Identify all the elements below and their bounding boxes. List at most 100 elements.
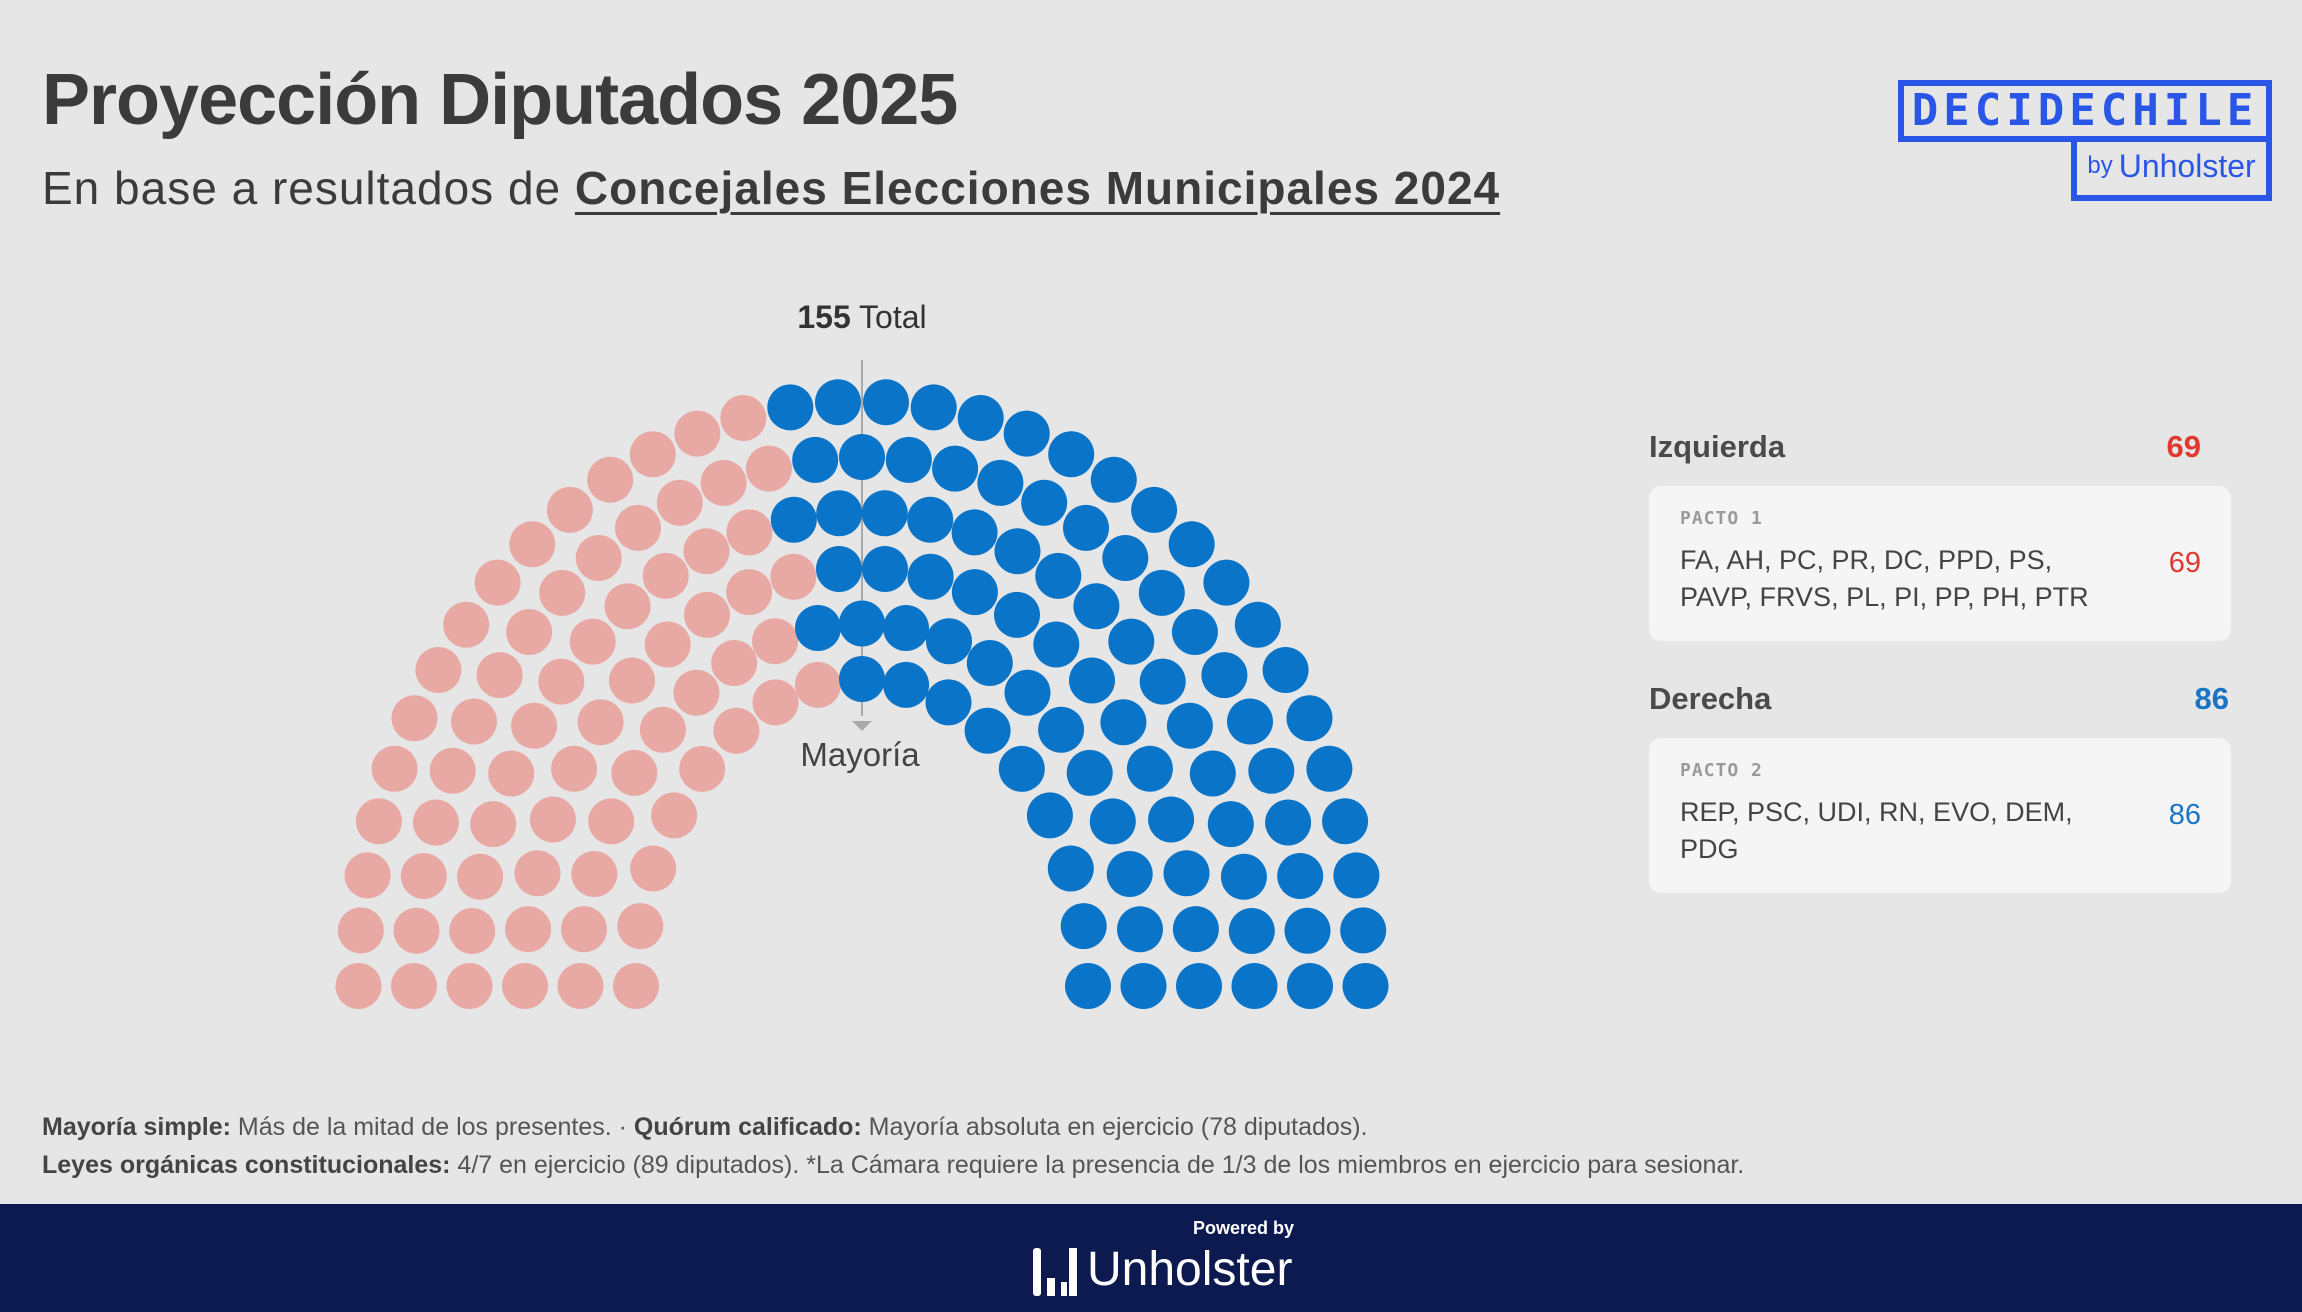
pacto-value: 86 (2168, 799, 2201, 831)
seat-derecha (1066, 749, 1113, 796)
group-total: 86 (2194, 681, 2229, 716)
source-link[interactable]: Concejales Elecciones Municipales 2024 (574, 162, 1501, 214)
seat-izquierda (577, 699, 624, 746)
seat-derecha (1100, 699, 1147, 746)
seat-derecha (1277, 853, 1324, 899)
seat-derecha (1171, 609, 1218, 655)
seat-derecha (964, 707, 1011, 754)
seat-derecha (883, 661, 930, 708)
seat-derecha (1168, 521, 1215, 568)
seat-derecha (1073, 583, 1120, 630)
footnote-line-1: Mayoría simple: Más de la mitad de los p… (42, 1108, 1744, 1146)
seat-derecha (1220, 853, 1267, 900)
seat-derecha (1139, 658, 1186, 705)
seat-izquierda (561, 906, 607, 953)
seat-izquierda (673, 669, 720, 716)
total-text: Total (859, 299, 927, 335)
seat-izquierda (551, 745, 598, 792)
seat-derecha (1262, 647, 1309, 693)
seat-izquierda (474, 559, 521, 606)
seat-izquierda (684, 591, 730, 638)
seat-derecha (966, 640, 1013, 686)
footnotes: Mayoría simple: Más de la mitad de los p… (42, 1108, 1744, 1184)
seat-derecha (815, 379, 861, 426)
seat-izquierda (415, 647, 462, 693)
decidechile-logo[interactable]: DECIDECHILE (1898, 80, 2272, 142)
seat-izquierda (488, 750, 535, 797)
footer-company[interactable]: Unholster (1087, 1243, 1293, 1296)
seat-derecha (863, 379, 909, 426)
seat-derecha (770, 496, 817, 543)
seat-izquierda (344, 852, 391, 899)
seat-izquierda (609, 657, 655, 704)
seat-izquierda (726, 509, 773, 556)
seat-derecha (1287, 963, 1333, 1009)
seat-derecha (1106, 851, 1153, 897)
seat-derecha (816, 546, 862, 592)
seat-derecha (1176, 963, 1222, 1009)
seat-izquierda (446, 963, 493, 1009)
seat-derecha (1234, 601, 1281, 648)
seat-derecha (1004, 669, 1051, 716)
seat-izquierda (400, 853, 447, 899)
subtitle-prefix: En base a resultados de (42, 162, 562, 214)
logo-by: by (2087, 151, 2113, 179)
seat-izquierda (770, 553, 817, 600)
seat-derecha (816, 490, 863, 537)
seat-derecha (839, 600, 885, 647)
seat-derecha (1265, 799, 1312, 846)
seat-izquierda (451, 698, 497, 745)
seat-derecha (1207, 801, 1254, 848)
seat-izquierda (391, 963, 437, 1009)
seat-derecha (885, 436, 932, 483)
seat-derecha (1120, 963, 1167, 1009)
seat-izquierda (700, 459, 747, 506)
seat-izquierda (393, 907, 440, 954)
note-term: Mayoría simple: (42, 1113, 231, 1141)
seat-izquierda (639, 706, 686, 753)
majority-arrow-icon (852, 721, 872, 731)
seat-derecha (1033, 621, 1080, 668)
seat-izquierda (613, 963, 659, 1009)
seat-derecha (994, 528, 1041, 575)
seat-izquierda (335, 963, 382, 1009)
seat-derecha (839, 434, 885, 480)
seat-derecha (861, 490, 908, 537)
pacto-card: PACTO 1 FA, AH, PC, PR, DC, PPD, PS, PAV… (1649, 486, 2231, 641)
group-name: Derecha (1649, 681, 1772, 716)
seat-derecha (1102, 535, 1149, 581)
seat-derecha (1306, 745, 1353, 792)
page-subtitle: En base a resultados de Concejales Elecc… (42, 160, 1500, 216)
seat-derecha (1333, 852, 1380, 899)
seat-derecha (925, 679, 972, 726)
seat-izquierda (355, 798, 402, 845)
seat-izquierda (615, 504, 661, 551)
seat-derecha (1126, 745, 1173, 792)
note-text: Más de la mitad de los presentes. · (230, 1113, 634, 1141)
seat-derecha (1228, 908, 1275, 954)
seat-derecha (1131, 486, 1178, 533)
pacto-card: PACTO 2 REP, PSC, UDI, RN, EVO, DEM, PDG… (1649, 738, 2231, 893)
seat-derecha (1189, 750, 1236, 797)
seat-derecha (1248, 747, 1295, 794)
seat-izquierda (557, 963, 604, 1009)
footer-bar: Powered by Unholster (0, 1204, 2302, 1312)
seat-derecha (998, 745, 1045, 792)
seat-derecha (1172, 906, 1219, 953)
pacto-value: 69 (2168, 547, 2201, 579)
seat-derecha (1148, 796, 1195, 843)
seat-derecha (767, 384, 814, 431)
seat-derecha (1166, 702, 1213, 749)
seat-izquierda (794, 661, 841, 708)
seat-izquierda (337, 907, 384, 954)
unholster-bars-icon (1033, 1248, 1077, 1296)
seat-izquierda (674, 410, 721, 457)
seat-derecha (951, 569, 998, 616)
seat-derecha (1227, 698, 1273, 745)
total-value: 155 (797, 299, 850, 335)
seat-izquierda (457, 853, 504, 900)
note-text: Mayoría absoluta en ejercicio (78 diputa… (861, 1113, 1368, 1141)
seat-izquierda (651, 792, 698, 839)
seat-derecha (1060, 903, 1107, 950)
seat-izquierda (506, 609, 553, 655)
